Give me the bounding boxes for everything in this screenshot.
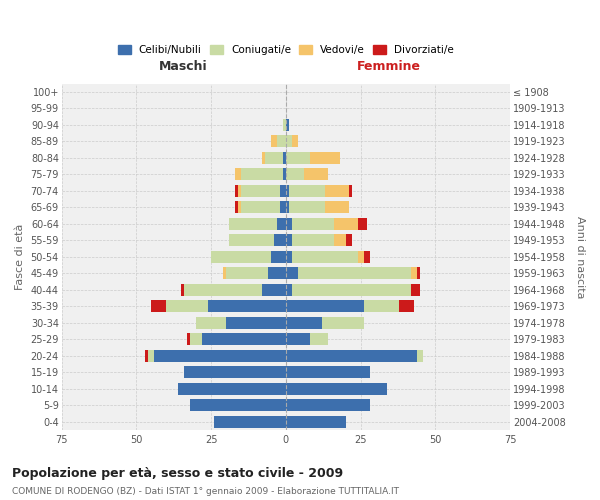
Bar xyxy=(268,268,286,280)
Bar xyxy=(184,366,286,378)
Bar xyxy=(148,350,154,362)
Bar xyxy=(364,300,400,312)
Bar xyxy=(280,202,286,213)
Bar xyxy=(211,251,271,263)
Bar xyxy=(400,300,415,312)
Bar xyxy=(190,400,286,411)
Bar xyxy=(292,136,298,147)
Bar xyxy=(412,268,418,280)
Bar xyxy=(241,168,283,180)
Text: Popolazione per età, sesso e stato civile - 2009: Popolazione per età, sesso e stato civil… xyxy=(12,468,343,480)
Bar xyxy=(271,251,286,263)
Bar xyxy=(286,416,346,428)
Bar xyxy=(190,334,202,345)
Bar xyxy=(286,400,370,411)
Bar xyxy=(412,284,421,296)
Bar xyxy=(262,152,265,164)
Bar xyxy=(277,218,286,230)
Bar xyxy=(364,251,370,263)
Bar xyxy=(286,334,310,345)
Bar xyxy=(286,350,418,362)
Bar xyxy=(277,136,286,147)
Bar xyxy=(184,284,262,296)
Bar xyxy=(151,300,166,312)
Bar xyxy=(289,185,325,197)
Bar xyxy=(166,300,208,312)
Bar xyxy=(229,218,277,230)
Text: COMUNE DI RODENGO (BZ) - Dati ISTAT 1° gennaio 2009 - Elaborazione TUTTITALIA.IT: COMUNE DI RODENGO (BZ) - Dati ISTAT 1° g… xyxy=(12,487,399,496)
Bar xyxy=(238,202,241,213)
Bar xyxy=(271,136,277,147)
Bar xyxy=(280,185,286,197)
Bar xyxy=(286,136,292,147)
Bar xyxy=(292,234,334,246)
Bar xyxy=(418,350,424,362)
Bar xyxy=(235,202,238,213)
Bar xyxy=(283,119,286,131)
Bar xyxy=(286,251,292,263)
Bar xyxy=(286,284,292,296)
Bar xyxy=(238,185,241,197)
Bar xyxy=(358,251,364,263)
Bar xyxy=(208,300,286,312)
Bar xyxy=(196,317,226,329)
Bar xyxy=(202,334,286,345)
Bar xyxy=(325,202,349,213)
Bar xyxy=(181,284,184,296)
Bar xyxy=(283,152,286,164)
Bar xyxy=(214,416,286,428)
Bar xyxy=(229,234,274,246)
Bar xyxy=(286,168,304,180)
Bar xyxy=(325,185,349,197)
Bar xyxy=(418,268,421,280)
Bar xyxy=(286,119,289,131)
Bar xyxy=(289,202,325,213)
Bar xyxy=(286,202,289,213)
Bar xyxy=(274,234,286,246)
Bar xyxy=(334,234,346,246)
Bar xyxy=(241,185,280,197)
Bar xyxy=(310,334,328,345)
Bar xyxy=(178,383,286,395)
Bar xyxy=(346,234,352,246)
Bar xyxy=(310,152,340,164)
Bar xyxy=(286,268,298,280)
Bar xyxy=(154,350,286,362)
Bar xyxy=(226,268,268,280)
Bar xyxy=(286,317,322,329)
Text: Maschi: Maschi xyxy=(158,60,207,74)
Y-axis label: Anni di nascita: Anni di nascita xyxy=(575,216,585,298)
Bar xyxy=(286,152,310,164)
Bar xyxy=(262,284,286,296)
Bar xyxy=(358,218,367,230)
Bar xyxy=(349,185,352,197)
Bar xyxy=(286,218,292,230)
Bar xyxy=(145,350,148,362)
Bar xyxy=(298,268,412,280)
Bar xyxy=(292,251,358,263)
Bar xyxy=(241,202,280,213)
Bar xyxy=(304,168,328,180)
Bar xyxy=(265,152,283,164)
Bar xyxy=(283,168,286,180)
Bar xyxy=(286,366,370,378)
Bar xyxy=(286,383,388,395)
Bar xyxy=(187,334,190,345)
Text: Femmine: Femmine xyxy=(357,60,421,74)
Bar xyxy=(223,268,226,280)
Y-axis label: Fasce di età: Fasce di età xyxy=(15,224,25,290)
Bar xyxy=(334,218,358,230)
Bar xyxy=(286,234,292,246)
Bar xyxy=(292,284,412,296)
Bar xyxy=(292,218,334,230)
Bar xyxy=(235,168,241,180)
Bar xyxy=(286,185,289,197)
Legend: Celibi/Nubili, Coniugati/e, Vedovi/e, Divorziati/e: Celibi/Nubili, Coniugati/e, Vedovi/e, Di… xyxy=(114,40,458,59)
Bar xyxy=(226,317,286,329)
Bar xyxy=(286,300,364,312)
Bar xyxy=(235,185,238,197)
Bar xyxy=(322,317,364,329)
